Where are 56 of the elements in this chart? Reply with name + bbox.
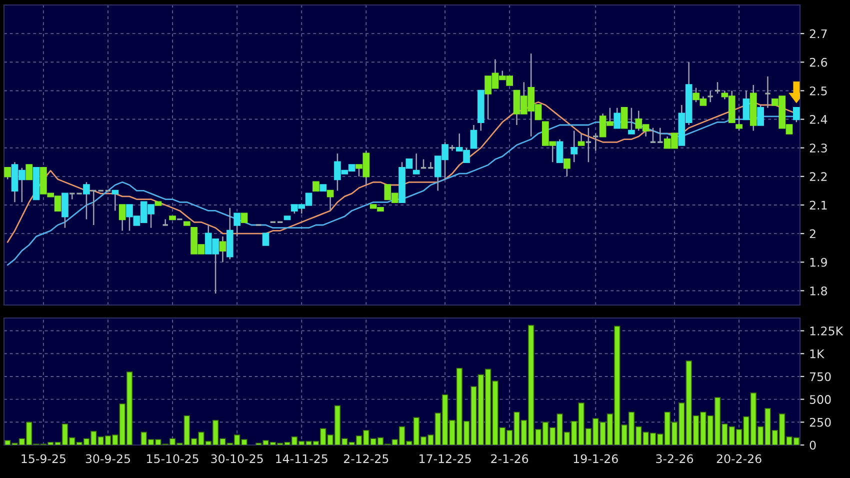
candlestick <box>650 127 656 143</box>
y-tick-label: 1.8 <box>810 286 827 296</box>
y-tick-label: 2.2 <box>810 172 827 181</box>
candlestick <box>90 190 98 226</box>
y-tick-label: 1.9 <box>810 258 827 267</box>
candlestick <box>757 104 764 126</box>
candlestick <box>26 164 33 180</box>
candlestick <box>764 76 772 108</box>
candlestick <box>162 218 169 226</box>
x-tick-label: 20-2-26 <box>716 454 762 464</box>
y-tick-label: 250 <box>810 418 831 427</box>
y-tick-label: 1K <box>810 350 825 358</box>
candlestick <box>118 204 126 232</box>
candlestick <box>656 127 664 143</box>
y-tick-label: 2.6 <box>810 58 828 67</box>
x-tick-label: 30-10-25 <box>211 454 263 464</box>
candlestick <box>628 107 635 134</box>
candlestick <box>427 162 434 169</box>
candlestick <box>262 232 270 246</box>
x-tick-label: 15-10-25 <box>147 454 198 464</box>
y-tick-label: 0 <box>810 440 816 450</box>
y-tick-label: 2.7 <box>810 29 827 38</box>
y-tick-label: 2 <box>810 229 816 238</box>
candlestick <box>742 90 750 120</box>
candlestick <box>412 152 420 174</box>
x-tick-label: 3-2-26 <box>656 454 694 464</box>
candlestick <box>714 82 721 94</box>
x-tick-label: 15-9-25 <box>22 454 66 464</box>
x-tick-label: 30-9-25 <box>86 454 130 464</box>
candlestick <box>556 138 564 163</box>
candlestick <box>564 158 570 178</box>
candlestick <box>592 132 600 152</box>
candlestick <box>706 90 714 103</box>
candlestick <box>585 127 592 163</box>
y-tick-label: 750 <box>810 372 831 382</box>
candlestick <box>326 190 334 212</box>
y-tick-label: 2.4 <box>810 115 828 124</box>
x-tick-label: 19-1-26 <box>574 454 618 464</box>
candlestick <box>614 107 621 129</box>
y-tick-label: 2.1 <box>810 200 827 210</box>
candlestick <box>470 124 478 149</box>
candlestick <box>736 116 742 132</box>
x-tick-label: 14-11-25 <box>276 454 328 464</box>
x-tick-label: 17-12-25 <box>420 454 471 464</box>
y-tick-label: 2.5 <box>810 86 827 96</box>
x-tick-label: 2-12-25 <box>344 454 388 464</box>
candlestick <box>219 236 226 263</box>
candlestick <box>4 167 11 180</box>
candlestick <box>570 130 578 163</box>
y-tick-label: 1.25K <box>810 326 844 336</box>
candlestick <box>620 107 628 129</box>
y-tick-label: 2.3 <box>810 144 827 153</box>
y-tick-label: 500 <box>810 395 831 404</box>
candlestick <box>68 192 76 200</box>
x-tick-label: 2-1-26 <box>491 454 528 464</box>
candlestick <box>234 212 240 238</box>
